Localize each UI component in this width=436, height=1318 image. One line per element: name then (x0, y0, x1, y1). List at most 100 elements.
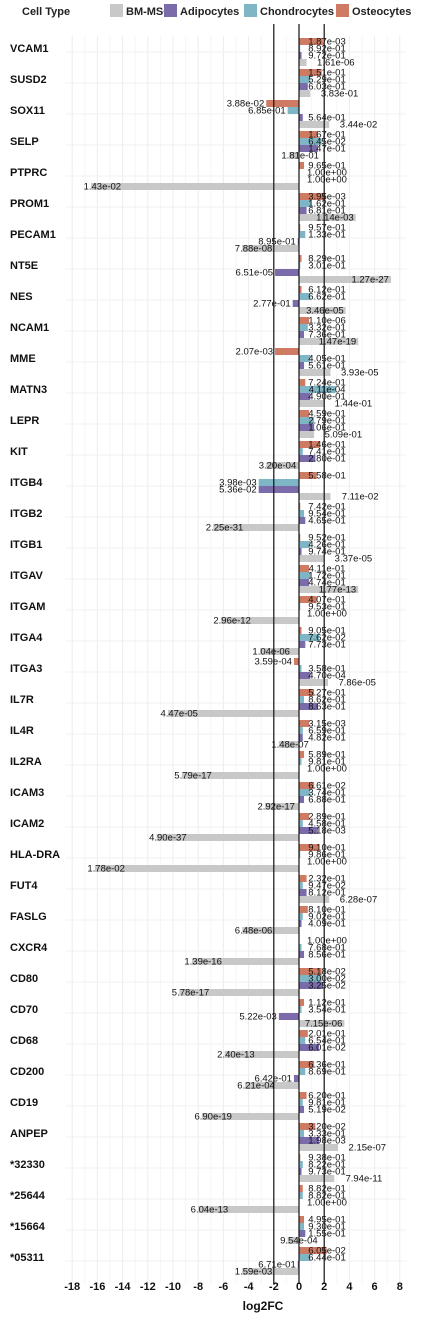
data-label: 1.43e-02 (84, 182, 122, 193)
data-label: 7.88e-08 (235, 244, 273, 255)
bar-osteocytes (299, 875, 307, 882)
data-label: 9.53e-01 (308, 602, 346, 613)
gene-label: *15664 (10, 1221, 46, 1233)
data-label: 6.04e-13 (191, 1205, 229, 1216)
bar-osteocytes (299, 1154, 301, 1161)
bar-osteocytes (275, 348, 299, 355)
bar-adipocytes (299, 1044, 320, 1051)
gene-label: ITGAV (10, 570, 43, 582)
data-label: 5.09e-01 (325, 430, 363, 441)
data-label: 6.81e-01 (308, 206, 346, 217)
bar-adipocytes (299, 1230, 306, 1237)
data-label: 5.27e-01 (308, 688, 346, 699)
data-label: 1.87e-03 (308, 37, 346, 48)
bar-bm-msc (299, 214, 356, 221)
data-label: 1.98e-03 (308, 1136, 346, 1147)
gridlines (65, 36, 407, 1284)
bar-adipocytes (299, 579, 310, 586)
gene-label: CD70 (10, 1004, 38, 1016)
data-label: 3.15e-03 (308, 719, 346, 730)
data-label: 3.54e-01 (308, 1005, 346, 1016)
data-label: 9.73e-01 (308, 1167, 346, 1178)
bar-osteocytes (299, 317, 310, 324)
bar-bm-msc (242, 245, 299, 252)
x-tick-label: -6 (219, 1281, 229, 1293)
data-label: 1.55e-01 (308, 1229, 346, 1240)
data-label: 3.00e-02 (308, 974, 346, 985)
bar-bm-msc (242, 927, 299, 934)
data-label: 8.95e-01 (258, 237, 296, 248)
data-label: 2.25e-31 (206, 523, 244, 534)
gene-label: IL4R (10, 725, 34, 737)
gene-label: CD68 (10, 1035, 38, 1047)
bar-bm-msc (198, 1206, 299, 1213)
bar-osteocytes (299, 472, 317, 479)
data-label: 6.20e-01 (308, 1091, 346, 1102)
data-label: 4.05e-01 (308, 354, 346, 365)
data-label: 6.54e-01 (308, 1036, 346, 1047)
bar-bm-msc (220, 617, 299, 624)
data-label: 3.33e-01 (308, 1129, 346, 1140)
data-label: 9.47e-02 (308, 881, 346, 892)
bar-osteocytes (299, 162, 305, 169)
bar-chondrocytes (299, 665, 302, 672)
data-label: 8.12e-01 (308, 888, 346, 899)
bar-chondrocytes (299, 293, 311, 300)
bar-osteocytes (299, 379, 306, 386)
data-label: 9.74e-01 (308, 547, 346, 558)
bar-chondrocytes (299, 1192, 303, 1199)
data-label: 4.82e-01 (308, 733, 346, 744)
data-label: 6.28e-07 (340, 895, 378, 906)
bar-osteocytes (299, 596, 317, 603)
bar-chondrocytes (299, 1130, 305, 1137)
data-label: 1.44e-01 (335, 399, 373, 410)
bar-osteocytes (299, 224, 301, 231)
data-label: 2.40e-13 (217, 1050, 255, 1061)
bar-bm-msc (299, 90, 311, 97)
gene-labels: VCAM1 SUSD2 SOX11 SELP PTPRC PROM1 PECAM1 NT5E N… (10, 43, 60, 1264)
bar-adipocytes (292, 300, 299, 307)
bar-bm-msc (264, 803, 299, 810)
bar-osteocytes (299, 193, 326, 200)
data-label: 3.93e-05 (341, 368, 379, 379)
bar-chondrocytes (299, 975, 322, 982)
bar-adipocytes (299, 734, 303, 741)
bar-bm-msc (299, 586, 359, 593)
bar-bm-msc (288, 152, 299, 159)
data-label: 8.22e-01 (308, 1160, 346, 1171)
bar-bm-msc (299, 400, 325, 407)
bar-bm-msc (179, 989, 299, 996)
data-label: 9.65e-01 (308, 161, 346, 172)
gene-label: CD200 (10, 1066, 44, 1078)
data-label: 9.57e-01 (308, 223, 346, 234)
data-label: 3.83e-01 (321, 89, 359, 100)
data-label: 2.01e-01 (308, 1029, 346, 1040)
bar-adipocytes (299, 83, 308, 90)
bar-chondrocytes (299, 138, 322, 145)
data-label: 6.71e-01 (258, 1260, 296, 1271)
bar-adipocytes (299, 951, 305, 958)
data-label: 7.68e-01 (308, 943, 346, 954)
gene-label: SELP (10, 136, 39, 148)
data-label: 4.90e-01 (308, 392, 346, 403)
bar-bm-msc (167, 710, 299, 717)
data-label: 8.92e-01 (308, 44, 346, 55)
data-label: 1.00e+00 (307, 936, 347, 947)
data-label: 1.14e-03 (316, 213, 354, 224)
bar-chondrocytes (299, 262, 301, 269)
bar-bm-msc (242, 1268, 299, 1275)
bar-bm-msc (299, 121, 330, 128)
bar-bm-msc (299, 431, 315, 438)
gene-label: SUSD2 (10, 74, 47, 86)
reference-lines (273, 24, 325, 1284)
data-label: 3.95e-03 (308, 192, 346, 203)
x-tick-label: -8 (193, 1281, 203, 1293)
data-label: 2.77e-01 (253, 299, 291, 310)
bar-bm-msc (299, 679, 328, 686)
gene-label: ITGA4 (10, 632, 43, 644)
bar-osteocytes (299, 627, 302, 634)
data-label: 6.85e-01 (248, 106, 286, 117)
data-label: 2.32e-01 (308, 874, 346, 885)
data-label: 2.15e-07 (349, 1143, 387, 1154)
